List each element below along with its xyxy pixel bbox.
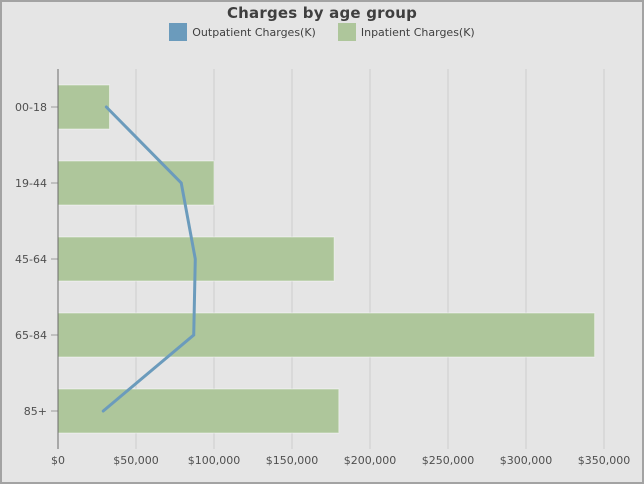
legend-swatch-inpatient-icon [337, 23, 356, 41]
legend-label-outpatient: Outpatient Charges(K) [192, 25, 316, 39]
x-axis-tick-label: $350,000 [578, 454, 631, 467]
bar-00-18 [57, 84, 110, 130]
y-axis-category-label: 19-44 [15, 177, 47, 190]
x-axis-tick-label: $200,000 [344, 454, 397, 467]
outpatient-line [101, 105, 197, 413]
bar-19-44 [57, 160, 215, 206]
x-axis-tick-label: $0 [51, 454, 65, 467]
y-axis-category-label: 45-64 [15, 253, 47, 266]
y-axis-category-label: 85+ [24, 405, 47, 418]
legend-item-outpatient: Outpatient Charges(K) [169, 23, 316, 41]
x-axis-tick-label: $100,000 [188, 454, 241, 467]
x-axis-tick-label: $300,000 [500, 454, 553, 467]
x-axis-tick-label: $250,000 [422, 454, 475, 467]
x-axis-tick-label: $150,000 [266, 454, 319, 467]
chart-title: Charges by age group [226, 4, 418, 22]
y-axis-category-label: 00-18 [15, 101, 47, 114]
y-axis-category-label: 65-84 [15, 329, 47, 342]
x-axis-tick-label: $50,000 [113, 454, 159, 467]
legend-swatch-outpatient-icon [169, 23, 188, 41]
legend-label-inpatient: Inpatient Charges(K) [360, 25, 475, 39]
legend: Outpatient Charges(K) Inpatient Charges(… [2, 23, 642, 41]
bar-85+ [57, 388, 340, 434]
legend-item-inpatient: Inpatient Charges(K) [337, 23, 475, 41]
bar-65-84 [57, 312, 596, 358]
